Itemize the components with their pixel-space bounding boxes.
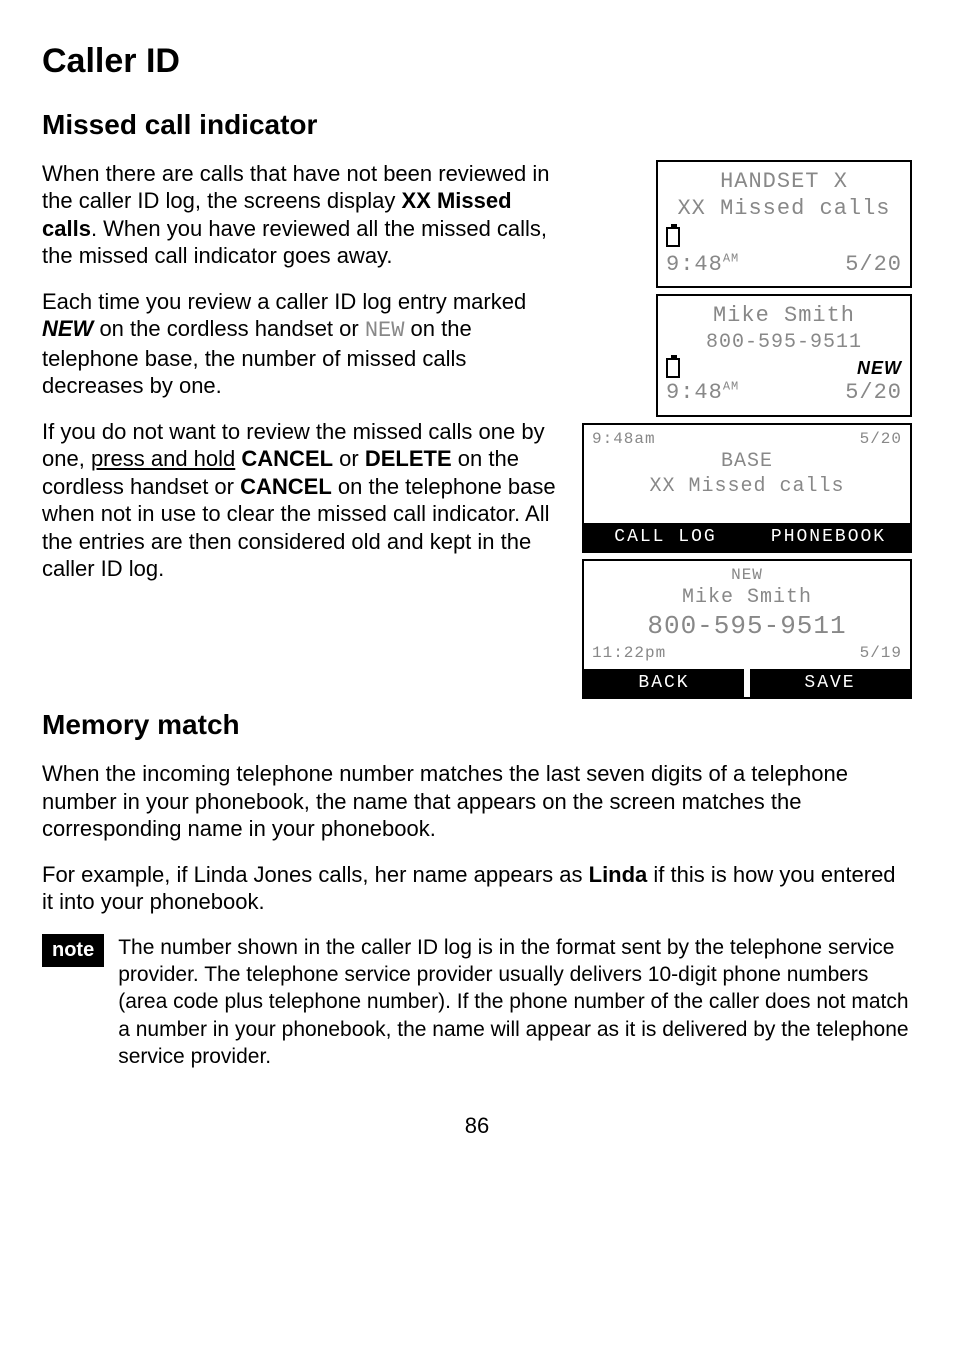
text-underline: press and hold: [91, 446, 235, 471]
new-italic: NEW: [42, 316, 93, 341]
lcd-date: 5/20: [845, 379, 902, 407]
missed-p3: If you do not want to review the missed …: [42, 418, 566, 583]
softkey-save[interactable]: SAVE: [750, 669, 910, 698]
text: Each time you review a caller ID log ent…: [42, 289, 526, 314]
note-block: note The number shown in the caller ID l…: [42, 934, 912, 1070]
text: or: [333, 446, 365, 471]
page-title: Caller ID: [42, 40, 912, 83]
section-heading-memory: Memory match: [42, 707, 912, 742]
missed-p1: When there are calls that have not been …: [42, 160, 566, 270]
lcd-base-entry: NEW Mike Smith 800-595-9511 11:22pm 5/19…: [582, 559, 912, 699]
text-bold: CANCEL: [240, 474, 332, 499]
lcd-time: 9:48AM: [666, 251, 739, 279]
lcd-date: 5/20: [860, 429, 902, 449]
lcd-new-badge: NEW: [857, 357, 902, 380]
lcd-number: 800-595-9511: [666, 330, 902, 355]
lcd-name: Mike Smith: [666, 302, 902, 330]
text-bold: CANCEL: [241, 446, 333, 471]
battery-icon: [666, 358, 680, 378]
lcd-handset-missed: HANDSET X XX Missed calls 9:48AM 5/20: [656, 160, 912, 289]
lcd-new-badge: NEW: [592, 565, 902, 585]
battery-icon: [666, 227, 680, 247]
page-number: 86: [42, 1112, 912, 1140]
text: on the cordless handset or: [93, 316, 365, 341]
softkey-call-log[interactable]: CALL LOG: [584, 523, 747, 552]
text: . When you have reviewed all the missed …: [42, 216, 547, 269]
note-badge: note: [42, 934, 104, 967]
softkey-phonebook[interactable]: PHONEBOOK: [747, 523, 910, 552]
memory-p2: For example, if Linda Jones calls, her n…: [42, 861, 912, 916]
lcd-line: XX Missed calls: [666, 195, 902, 223]
lcd-base-missed: 9:48am 5/20 BASE XX Missed calls CALL LO…: [582, 423, 912, 554]
text-bold: Linda: [589, 862, 648, 887]
missed-p2: Each time you review a caller ID log ent…: [42, 288, 566, 400]
section-heading-missed: Missed call indicator: [42, 107, 912, 142]
new-lcd-inline: NEW: [365, 318, 405, 343]
note-text: The number shown in the caller ID log is…: [118, 934, 912, 1070]
lcd-date: 5/20: [845, 251, 902, 279]
text: For example, if Linda Jones calls, her n…: [42, 862, 589, 887]
lcd-date: 5/19: [860, 643, 902, 663]
lcd-name: Mike Smith: [592, 585, 902, 610]
lcd-time: 11:22pm: [592, 643, 666, 663]
lcd-title: BASE: [592, 449, 902, 474]
lcd-line: XX Missed calls: [592, 474, 902, 499]
lcd-time: 9:48AM: [666, 379, 739, 407]
lcd-line: HANDSET X: [666, 168, 902, 196]
lcd-handset-entry: Mike Smith 800-595-9511 NEW 9:48AM 5/20: [656, 294, 912, 417]
lcd-number: 800-595-9511: [592, 610, 902, 643]
softkey-back[interactable]: BACK: [584, 669, 744, 698]
lcd-time: 9:48am: [592, 429, 656, 449]
memory-p1: When the incoming telephone number match…: [42, 760, 912, 843]
text-bold: DELETE: [365, 446, 452, 471]
